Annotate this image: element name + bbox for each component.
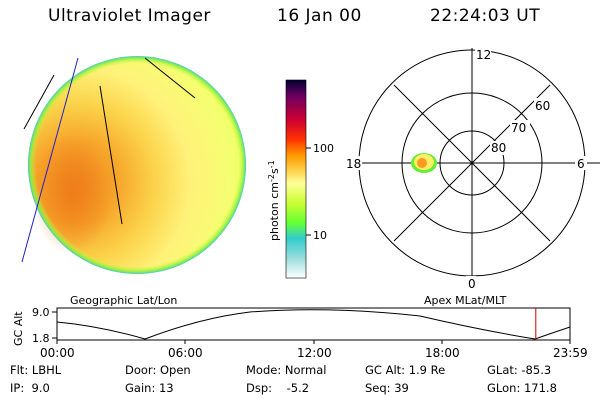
altitude-curve <box>56 309 571 340</box>
alt-ytick-label-top: 9.0 <box>32 306 50 319</box>
info-gcalt: GC Alt: 1.9 Re <box>365 363 446 377</box>
geographic-label: Geographic Lat/Lon <box>70 294 178 307</box>
mlt-label-6: 6 <box>577 157 585 171</box>
alt-ytick-label-bottom: 1.8 <box>32 332 50 345</box>
info-dsp: Dsp: -5.2 <box>246 381 310 395</box>
alt-xtick-label-0: 00:00 <box>40 346 75 360</box>
mlt-label-12: 12 <box>476 48 491 62</box>
colorbar-unit-label: photon cm-2s-1 <box>267 160 281 241</box>
alt-xtick-label-6: 06:00 <box>168 346 203 360</box>
alt-xtick-label-24: 23:59 <box>553 346 588 360</box>
aurora-spot-core <box>417 158 427 168</box>
lat-label-80: 80 <box>491 141 506 155</box>
mlt-diag-2 <box>393 84 551 242</box>
alt-ylabel: GC Alt <box>12 311 25 346</box>
apex-label: Apex MLat/MLT <box>424 294 507 307</box>
grid-line-1 <box>23 74 55 130</box>
lat-label-60: 60 <box>535 99 550 113</box>
info-seq: Seq: 39 <box>365 381 409 395</box>
alt-xtick-label-12: 12:00 <box>297 346 332 360</box>
colorbar-label-100: 100 <box>313 142 334 155</box>
altitude-plot-frame <box>56 307 571 341</box>
label-bg-6 <box>575 156 587 170</box>
grid-line-3 <box>144 57 196 99</box>
date-label: 16 Jan 00 <box>277 6 362 26</box>
grid-line-2 <box>99 85 123 225</box>
info-ip: IP: 9.0 <box>10 381 50 395</box>
label-bg-70 <box>510 120 530 134</box>
lat-label-70: 70 <box>511 121 526 135</box>
label-bg-60 <box>534 98 554 112</box>
info-mode: Mode: Normal <box>246 363 327 377</box>
alt-xtick-label-18: 18:00 <box>425 346 460 360</box>
colorbar-label-10: 10 <box>313 229 327 242</box>
disk-limb <box>28 56 246 274</box>
label-bg-0 <box>466 276 476 290</box>
label-bg-80 <box>490 141 510 155</box>
info-glon: GLon: 171.8 <box>487 381 557 395</box>
orbit-track-line <box>21 57 79 263</box>
info-door: Door: Open <box>125 363 191 377</box>
instrument-title: Ultraviolet Imager <box>48 6 211 26</box>
label-bg-18 <box>344 156 362 170</box>
info-gain: Gain: 13 <box>125 381 174 395</box>
time-label: 22:24:03 UT <box>430 6 541 26</box>
mlt-label-0: 0 <box>468 277 476 291</box>
mlt-label-18: 18 <box>346 157 361 171</box>
colorbar-gradient <box>285 79 307 279</box>
info-flt: Flt: LBHL <box>10 363 62 377</box>
label-bg-12 <box>475 48 491 61</box>
info-glat: GLat: -85.3 <box>487 363 552 377</box>
